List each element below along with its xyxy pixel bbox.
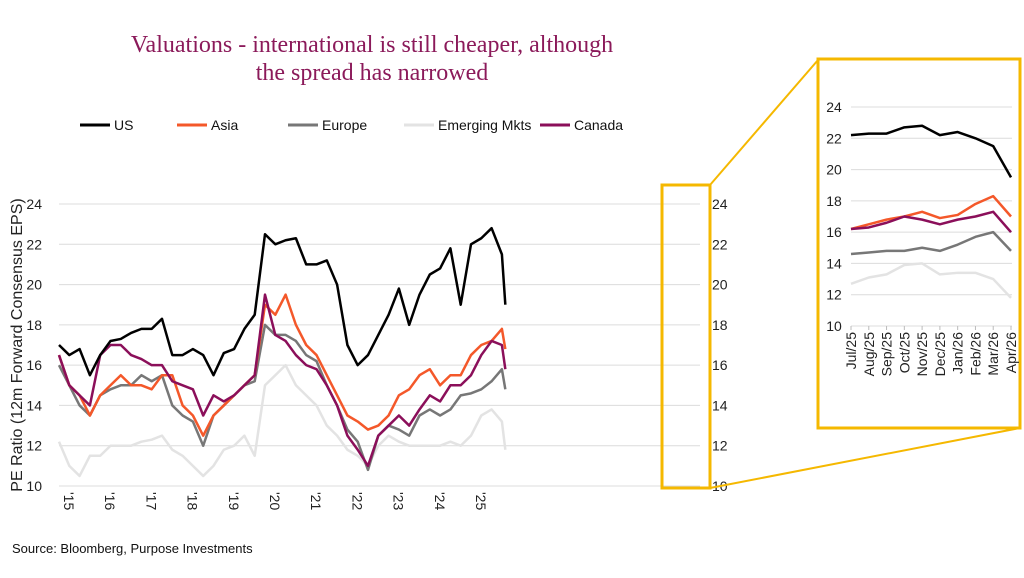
x-tick-label: '24 bbox=[432, 492, 448, 510]
y-axis-label: PE Ratio (12m Forward Consensus EPS) bbox=[9, 198, 26, 491]
zoom-y-tick-label: 12 bbox=[826, 287, 842, 303]
y-tick-label: 12 bbox=[26, 438, 42, 454]
zoom-y-tick-label: 20 bbox=[826, 162, 842, 178]
source-note: Source: Bloomberg, Purpose Investments bbox=[12, 541, 253, 556]
legend-label: US bbox=[114, 117, 133, 133]
x-tick-label: '15 bbox=[61, 492, 77, 510]
legend: US Asia Europe Emerging Mkts Canada bbox=[80, 117, 623, 133]
zoom-y-tick-label: 22 bbox=[826, 130, 842, 146]
zoom-y-tick-label: 14 bbox=[826, 255, 842, 271]
x-tick-label: '19 bbox=[226, 492, 242, 510]
y2-tick-label: 24 bbox=[712, 196, 728, 212]
zoom-x-tick-label: Apr/26 bbox=[1003, 332, 1019, 373]
zoom-x-tick-label: Mar/26 bbox=[985, 332, 1001, 376]
y2-tick-label: 16 bbox=[712, 357, 728, 373]
zoom-y-tick-label: 24 bbox=[826, 99, 842, 115]
zoom-y-tick-label: 10 bbox=[826, 318, 842, 334]
chart-title-line-2: the spread has narrowed bbox=[256, 60, 489, 86]
zoom-x-tick-label: Sep/25 bbox=[879, 332, 895, 377]
zoom-box bbox=[816, 57, 1022, 430]
zoom-x-tick-label: Jan/26 bbox=[950, 332, 966, 374]
zoom-x-tick-label: Oct/25 bbox=[896, 332, 912, 373]
zoom-x-tick-label: Jul/25 bbox=[843, 332, 859, 370]
connector-line bbox=[709, 427, 1021, 489]
y-tick-label: 18 bbox=[26, 317, 42, 333]
zoom-y-tick-label: 16 bbox=[826, 224, 842, 240]
y-tick-label: 20 bbox=[26, 277, 42, 293]
series-line-canada bbox=[57, 293, 507, 468]
zoom-series-line-canada bbox=[850, 210, 1012, 233]
zoom-series-line-us bbox=[850, 124, 1013, 179]
x-tick-label: '18 bbox=[185, 492, 201, 510]
zoom-series-line-europe bbox=[850, 230, 1012, 256]
y2-tick-label: 18 bbox=[712, 317, 728, 333]
x-tick-label: '23 bbox=[391, 492, 407, 510]
y2-tick-label: 20 bbox=[712, 277, 728, 293]
legend-label: Canada bbox=[574, 117, 623, 133]
x-tick-label: '20 bbox=[267, 492, 283, 510]
legend-label: Emerging Mkts bbox=[438, 117, 531, 133]
series-line-europe bbox=[57, 323, 507, 472]
legend-label: Europe bbox=[322, 117, 367, 133]
y2-tick-label: 22 bbox=[712, 236, 728, 252]
zoom-series-line-emerging-mkts bbox=[850, 262, 1012, 299]
x-tick-label: '22 bbox=[349, 492, 365, 510]
zoom-x-tick-label: Nov/25 bbox=[914, 332, 930, 377]
zoom-x-tick-label: Dec/25 bbox=[932, 332, 948, 377]
y-tick-label: 24 bbox=[26, 196, 42, 212]
x-tick-label: '21 bbox=[308, 492, 324, 510]
zoom-plot: 10 12 14 16 18 20 22 24 Jul/25 Aug/25 Sep/25 Oct/25… bbox=[826, 99, 1019, 376]
y2-tick-label: 12 bbox=[712, 438, 728, 454]
highlight-box bbox=[660, 183, 712, 490]
y-tick-label: 14 bbox=[26, 397, 42, 413]
y-tick-label: 16 bbox=[26, 357, 42, 373]
main-plot: 10 10 12 12 14 14 16 16 18 18 20 20 22 22 24 24 '15 '16 '1… bbox=[26, 57, 1022, 510]
x-tick-label: '17 bbox=[143, 492, 159, 510]
chart-title-line-1: Valuations - international is still chea… bbox=[131, 32, 613, 58]
zoom-x-tick-label: Feb/26 bbox=[967, 332, 983, 376]
series-line-emerging-mkts bbox=[57, 363, 507, 478]
zoom-x-tick-label: Aug/25 bbox=[861, 332, 877, 377]
zoom-y-tick-label: 18 bbox=[826, 193, 842, 209]
connector-line bbox=[709, 59, 819, 186]
series-line-asia bbox=[57, 293, 507, 437]
x-tick-label: '16 bbox=[102, 492, 118, 510]
zoom-series-line-asia bbox=[850, 194, 1012, 231]
y-tick-label: 22 bbox=[26, 236, 42, 252]
y-tick-label: 10 bbox=[26, 478, 42, 494]
x-tick-label: '25 bbox=[473, 492, 489, 510]
y2-tick-label: 14 bbox=[712, 397, 728, 413]
series-line-us bbox=[58, 226, 507, 377]
legend-label: Asia bbox=[211, 117, 238, 133]
